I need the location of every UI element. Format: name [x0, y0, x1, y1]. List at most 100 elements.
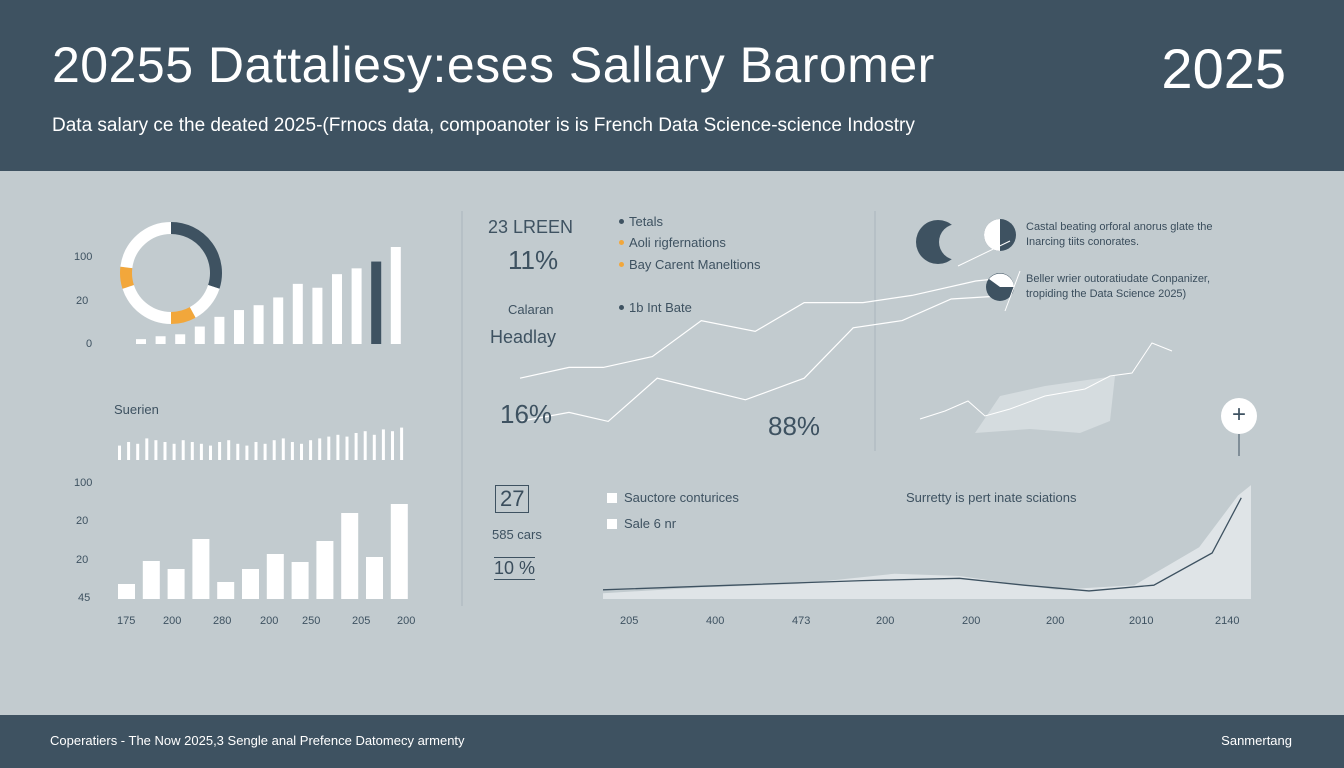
- bottom-bar-0: [118, 584, 135, 599]
- bottom-bar-10: [366, 557, 383, 599]
- top-bar-2: [175, 334, 186, 344]
- stat-16: 16%: [500, 399, 553, 429]
- check2-label: Sale 6 nr: [624, 516, 677, 531]
- top-bar-1: [155, 336, 166, 344]
- right-x-label-7: 2140: [1215, 615, 1240, 627]
- bottom-axis-label-3: 45: [78, 592, 91, 604]
- top-bar-7: [273, 297, 284, 344]
- check2-box[interactable]: [607, 519, 617, 529]
- right-x-label-6: 2010: [1129, 615, 1154, 627]
- bottom-axis-label-2: 20: [76, 554, 89, 566]
- bottom-bar-8: [316, 541, 334, 599]
- bottom-bar-9: [341, 513, 359, 599]
- cars-label: 585 cars: [492, 527, 542, 542]
- top-bar-9: [312, 287, 323, 344]
- legend-dot-1: [619, 240, 624, 245]
- strip-bar-6: [172, 443, 176, 460]
- note1: Castal beating orforal anorus glate the …: [1026, 220, 1213, 250]
- footer-text: Coperatiers - The Now 2025,3 Sengle anal…: [50, 733, 465, 748]
- strip-bar-10: [209, 445, 212, 460]
- note2: Beller wrier outoratiudate Conpanizer, t…: [1026, 272, 1210, 302]
- top-axis-label-2: 0: [86, 338, 93, 350]
- line-series-0: [519, 276, 1011, 379]
- strip-bar-13: [236, 443, 240, 460]
- charts-canvas: [118, 211, 1251, 606]
- bottom-x-label-2: 280: [213, 615, 232, 627]
- top-bar-8: [292, 283, 303, 344]
- right-x-label-3: 200: [876, 615, 895, 627]
- stat-88: 88%: [768, 411, 821, 441]
- top-bar-13: [390, 247, 401, 344]
- strip-bar-11: [218, 442, 222, 460]
- strip-bar-9: [199, 443, 203, 460]
- top-bar-3: [194, 326, 205, 344]
- strip-bar-2: [136, 443, 140, 460]
- bottom-bar-5: [242, 569, 259, 599]
- right-small-line: [919, 342, 1173, 420]
- add-marker-button[interactable]: +: [1221, 398, 1257, 434]
- year-label: 2025: [1161, 37, 1286, 100]
- circle-cutout-icon: [939, 224, 975, 260]
- dashboard-area: 100 20 0 Suerien 100 20 20 45 175 200 28…: [0, 171, 1344, 715]
- strip-bar-7: [181, 440, 185, 460]
- strip-bar-21: [309, 440, 313, 460]
- strip-bar-8: [190, 442, 194, 460]
- bottom-x-label-5: 205: [352, 615, 371, 627]
- connector-line-1: [1004, 270, 1021, 312]
- footer-banner: Coperatiers - The Now 2025,3 Sengle anal…: [0, 715, 1344, 768]
- bottom-x-label-1: 200: [163, 615, 182, 627]
- section-label: Suerien: [114, 402, 159, 417]
- calaran-label: Calaran: [508, 302, 554, 317]
- strip-bar-17: [272, 440, 276, 460]
- legend-label-2: Bay Carent Maneltions: [629, 257, 761, 272]
- right-x-label-5: 200: [1046, 615, 1065, 627]
- top-axis-label-0: 100: [74, 251, 93, 263]
- strip-bar-22: [318, 438, 322, 460]
- strip-bar-19: [290, 442, 294, 460]
- bottom-x-label-4: 250: [302, 615, 321, 627]
- stat27-box: 27: [495, 485, 530, 513]
- right-x-label-2: 473: [792, 615, 811, 627]
- top-bar-5: [234, 310, 244, 344]
- strip-bar-12: [227, 440, 231, 460]
- bottom-bar-7: [291, 562, 309, 599]
- area-fill: [603, 485, 1251, 599]
- footer-brand: Sanmertang: [1221, 733, 1292, 748]
- strip-bar-24: [336, 434, 340, 460]
- strip-bar-29: [381, 429, 385, 460]
- stat1-label: 23 LREEN: [488, 217, 574, 237]
- strip-bar-3: [145, 438, 149, 460]
- top-axis-label-1: 20: [76, 295, 89, 307]
- bottom-bar-3: [192, 539, 210, 599]
- check1-box[interactable]: [607, 493, 617, 503]
- top-bar-10: [332, 274, 342, 344]
- area-line: [602, 497, 1242, 592]
- strip-bar-25: [345, 436, 349, 460]
- strip-bar-14: [245, 445, 249, 460]
- note2-line-0: Beller wrier outoratiudate Conpanizer,: [1026, 273, 1211, 285]
- stat10-box: 10 %: [494, 557, 536, 580]
- note3: Surretty is pert inate sciations: [906, 490, 1077, 505]
- connector-line-0: [957, 240, 1011, 267]
- donut-slice-0: [170, 222, 222, 289]
- bottom-x-label-0: 175: [117, 615, 136, 627]
- top-bar-12: [371, 261, 382, 344]
- bottom-axis-label-0: 100: [74, 477, 93, 489]
- legend-dot-3: [619, 305, 624, 310]
- header-banner: 20255 Dattaliesy:eses Sallary Baromer 20…: [0, 0, 1344, 171]
- stat1-value: 11%: [508, 245, 559, 275]
- bottom-bar-1: [142, 561, 160, 599]
- note1-line-0: Castal beating orforal anorus glate the: [1026, 221, 1213, 233]
- legend-dot-2: [619, 262, 624, 267]
- page-title: 20255 Dattaliesy:eses Sallary Baromer: [52, 37, 935, 93]
- donut-slice-5: [120, 222, 172, 269]
- bottom-bar-2: [167, 569, 185, 599]
- bottom-bar-11: [390, 504, 408, 599]
- donut-slice-2: [170, 307, 196, 324]
- check1-label: Sauctore conturices: [624, 490, 739, 505]
- strip-bar-5: [163, 442, 167, 460]
- strip-bar-18: [281, 438, 285, 460]
- strip-bar-15: [254, 442, 258, 460]
- donut-slice-1: [189, 284, 220, 318]
- page-subtitle: Data salary ce the deated 2025-(Frnocs d…: [52, 115, 915, 136]
